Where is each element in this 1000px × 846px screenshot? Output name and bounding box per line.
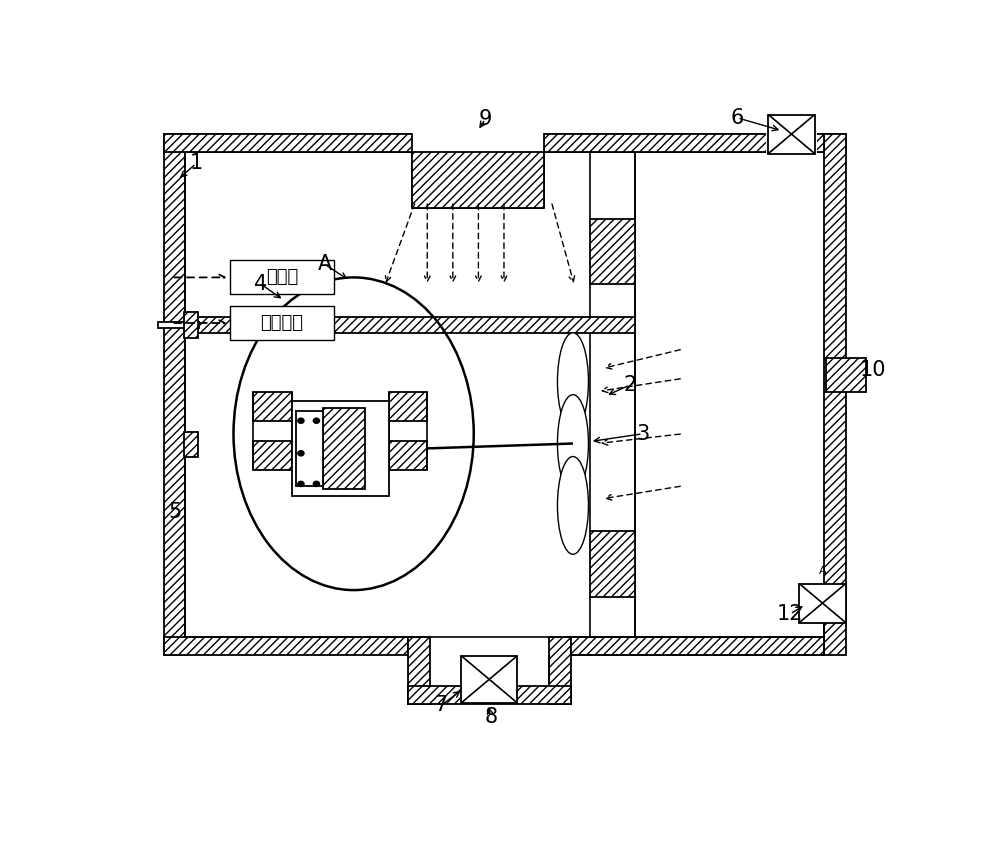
Bar	[388, 441, 427, 470]
Bar	[185, 317, 635, 332]
Text: 气流方向: 气流方向	[260, 314, 303, 332]
Bar	[230, 261, 334, 294]
Text: 10: 10	[860, 360, 886, 380]
Ellipse shape	[557, 457, 588, 554]
Text: 9: 9	[479, 109, 492, 129]
Text: 12: 12	[777, 604, 803, 624]
Bar	[412, 134, 544, 153]
Text: A: A	[819, 566, 826, 576]
Circle shape	[313, 418, 320, 423]
Text: 5: 5	[169, 502, 182, 522]
Bar	[164, 637, 408, 655]
Text: 6: 6	[731, 107, 744, 128]
Ellipse shape	[557, 332, 588, 431]
Circle shape	[313, 481, 320, 486]
Bar	[826, 358, 866, 392]
Bar	[544, 135, 824, 152]
Bar	[158, 321, 199, 328]
Bar	[253, 441, 292, 470]
Bar	[164, 135, 185, 655]
Bar	[184, 312, 198, 338]
Bar	[388, 393, 427, 420]
Bar	[767, 133, 816, 154]
Bar	[408, 686, 571, 704]
Bar	[164, 135, 412, 152]
Bar	[549, 637, 571, 704]
Text: 7: 7	[435, 695, 448, 716]
Bar	[590, 219, 635, 284]
Bar	[408, 637, 430, 704]
Circle shape	[298, 451, 304, 456]
Bar	[571, 637, 824, 655]
Bar	[184, 431, 198, 457]
Text: 4: 4	[254, 274, 267, 294]
Circle shape	[298, 418, 304, 423]
Bar	[799, 584, 846, 623]
Bar	[292, 401, 388, 496]
Bar	[253, 393, 292, 420]
Text: A: A	[318, 255, 332, 274]
Bar	[230, 306, 334, 340]
Ellipse shape	[557, 395, 588, 492]
Text: 8: 8	[484, 707, 497, 727]
Bar	[323, 408, 365, 489]
Text: 2: 2	[624, 375, 637, 395]
Bar	[768, 114, 815, 154]
Bar	[571, 637, 824, 655]
Text: 3: 3	[636, 424, 649, 444]
Bar	[296, 411, 323, 486]
Bar	[412, 152, 544, 208]
Bar	[824, 135, 846, 655]
Bar	[164, 135, 846, 152]
Circle shape	[298, 481, 304, 486]
Text: 1: 1	[190, 153, 203, 173]
Bar	[461, 656, 517, 703]
Text: 热辐射: 热辐射	[266, 268, 298, 287]
Bar	[590, 531, 635, 596]
